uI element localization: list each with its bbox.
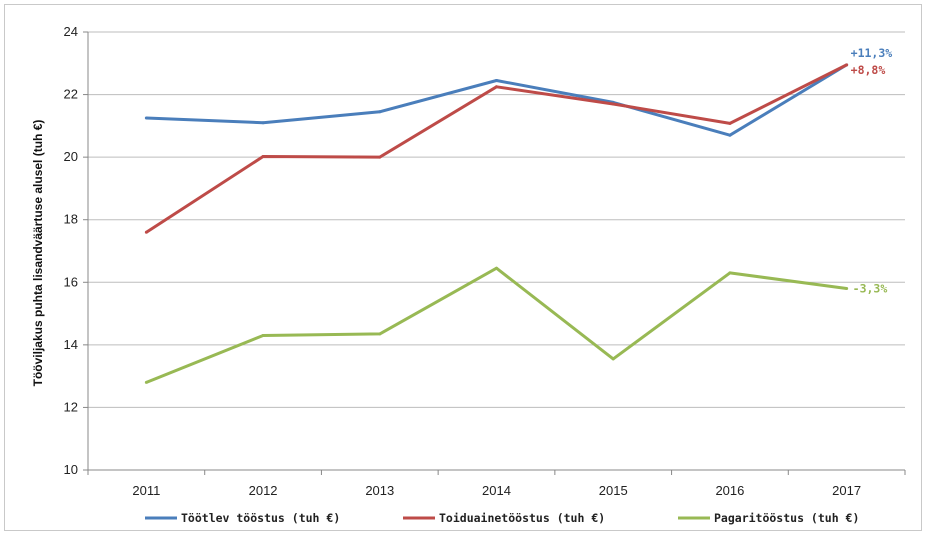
end-label: -3,3% [853,282,888,296]
y-tick-label: 18 [64,212,78,227]
data-point [378,332,382,336]
y-tick-label: 14 [64,337,78,352]
x-tick-label: 2016 [715,483,744,498]
y-axis-label: Tööviljakus puhta lisandväärtuse alusel … [31,120,45,387]
grid-lines [88,31,905,408]
data-point [144,230,148,234]
data-point [728,271,732,275]
x-tick-label: 2015 [599,483,628,498]
data-point [845,63,849,67]
legend-label: Toiduainetööstus (tuh €) [439,511,605,525]
end-annotations: +11,3% +8,8% -3,3% [851,46,893,296]
data-point [728,133,732,137]
end-label: +11,3% [851,46,893,60]
y-tick-label: 12 [64,399,78,414]
y-tick-label: 22 [64,87,78,102]
data-point [144,116,148,120]
chart-frame [4,4,922,531]
axes: 10 12 14 16 18 20 22 24 2011 2012 2013 2014 2015 2016… [64,24,906,498]
data-point [261,155,265,159]
x-tick-label: 2014 [482,483,511,498]
data-point [144,380,148,384]
data-point [495,266,498,270]
legend-label: Töötlev tööstus (tuh €) [181,511,340,525]
data-point [728,121,732,125]
data-point [611,357,615,361]
data-point [611,102,615,106]
data-point [378,110,382,114]
x-tick-label: 2017 [832,483,861,498]
data-point [378,155,382,159]
data-point [845,287,849,291]
series-line-1 [145,63,848,234]
x-tick-label: 2011 [132,483,160,498]
x-tick-label: 2012 [249,483,278,498]
legend-label: Pagaritööstus (tuh €) [714,511,859,525]
series-line-0 [146,63,848,137]
series-line-2 [145,266,847,384]
y-tick-label: 20 [64,149,78,164]
end-label: +8,8% [851,63,886,77]
data-point [261,121,265,125]
data-point [261,333,265,337]
y-tick-label: 16 [64,274,78,289]
y-tick-label: 24 [64,24,78,39]
y-tick-label: 10 [64,462,78,477]
data-point [495,78,498,82]
x-tick-label: 2013 [365,483,394,498]
data-point [495,85,498,89]
legend: Töötlev tööstus (tuh €) Toiduainetööstus … [145,511,859,525]
series-lines [144,63,849,384]
